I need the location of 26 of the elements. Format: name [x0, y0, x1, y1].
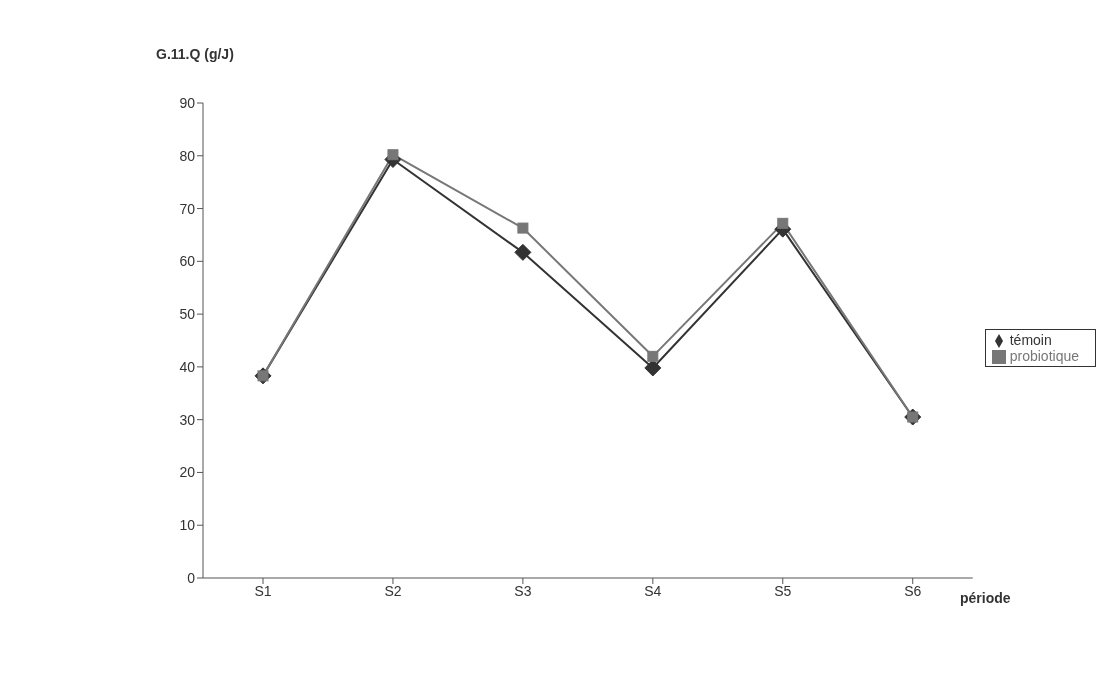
y-tick-label: 10 [179, 517, 196, 534]
legend-label: témoin [1009, 331, 1052, 348]
y-tick-label: 20 [179, 464, 196, 481]
y-axis-title: G.11.Q (g/J) [156, 46, 234, 62]
x-tick-label: S5 [774, 582, 792, 599]
y-tick-label: 40 [179, 358, 196, 375]
point [644, 359, 662, 377]
legend-label: probiotique [1009, 348, 1079, 364]
x-tick-label: S1 [254, 582, 272, 599]
y-tick-label: 90 [179, 94, 196, 111]
x-axis-title: période [960, 590, 1011, 606]
y-tick-label: 0 [187, 569, 196, 586]
x-tick-label: S6 [904, 582, 922, 599]
y-tick-label: 80 [179, 147, 196, 164]
y-tick-label: 60 [179, 253, 196, 270]
y-tick-label: 50 [179, 306, 196, 323]
x-tick-label: S2 [384, 582, 402, 599]
point [517, 222, 529, 234]
point [387, 149, 399, 161]
point [514, 243, 532, 261]
y-tick-label: 70 [179, 200, 196, 217]
x-tick-label: S4 [644, 582, 662, 599]
y-tick-label: 30 [179, 411, 196, 428]
point [647, 350, 659, 362]
point [777, 217, 789, 229]
x-tick-label: S3 [514, 582, 532, 599]
